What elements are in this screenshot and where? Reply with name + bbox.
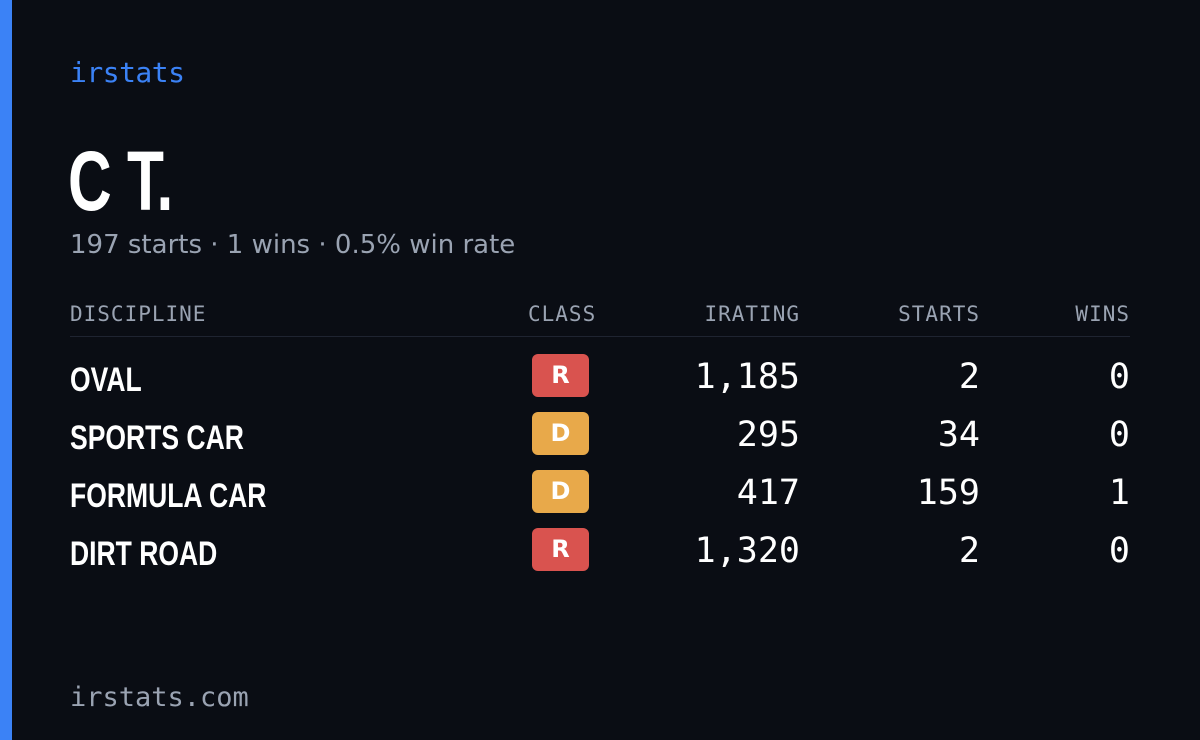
wins-value: 0 (1108, 415, 1130, 455)
discipline-label: OVAL (70, 361, 142, 399)
table-row: SPORTS CAR D 295 34 0 (70, 410, 1130, 468)
starts-value: 2 (958, 357, 980, 397)
wins-value: 1 (1108, 473, 1130, 513)
accent-bar (0, 0, 12, 740)
discipline-table: OVAL R 1,185 2 0 SPORTS CAR D 295 34 0 F… (70, 352, 1130, 584)
starts-value: 159 (916, 473, 980, 513)
discipline-label: FORMULA CAR (70, 477, 267, 515)
class-badge: R (532, 354, 589, 397)
table-row: DIRT ROAD R 1,320 2 0 (70, 526, 1130, 584)
irating-value: 1,185 (694, 357, 800, 397)
irating-value: 1,320 (694, 531, 800, 571)
header-wins: WINS (1075, 302, 1130, 326)
class-badge: D (532, 470, 589, 513)
driver-summary: 197 starts · 1 wins · 0.5% win rate (70, 230, 516, 260)
class-badge: D (532, 412, 589, 455)
header-starts: STARTS (898, 302, 980, 326)
header-irating: IRATING (704, 302, 800, 326)
table-row: OVAL R 1,185 2 0 (70, 352, 1130, 410)
brand-logo[interactable]: irstats (70, 56, 185, 89)
wins-value: 0 (1108, 531, 1130, 571)
discipline-label: DIRT ROAD (70, 535, 218, 573)
starts-value: 2 (958, 531, 980, 571)
irating-value: 295 (736, 415, 800, 455)
table-row: FORMULA CAR D 417 159 1 (70, 468, 1130, 526)
driver-name: C T. (68, 134, 173, 228)
header-class: CLASS (528, 302, 597, 326)
starts-value: 34 (937, 415, 980, 455)
irating-value: 417 (736, 473, 800, 513)
discipline-label: SPORTS CAR (70, 419, 244, 457)
footer-url[interactable]: irstats.com (70, 682, 249, 713)
table-header: DISCIPLINE CLASS IRATING STARTS WINS (70, 298, 1130, 337)
header-discipline: DISCIPLINE (70, 302, 207, 326)
wins-value: 0 (1108, 357, 1130, 397)
class-badge: R (532, 528, 589, 571)
